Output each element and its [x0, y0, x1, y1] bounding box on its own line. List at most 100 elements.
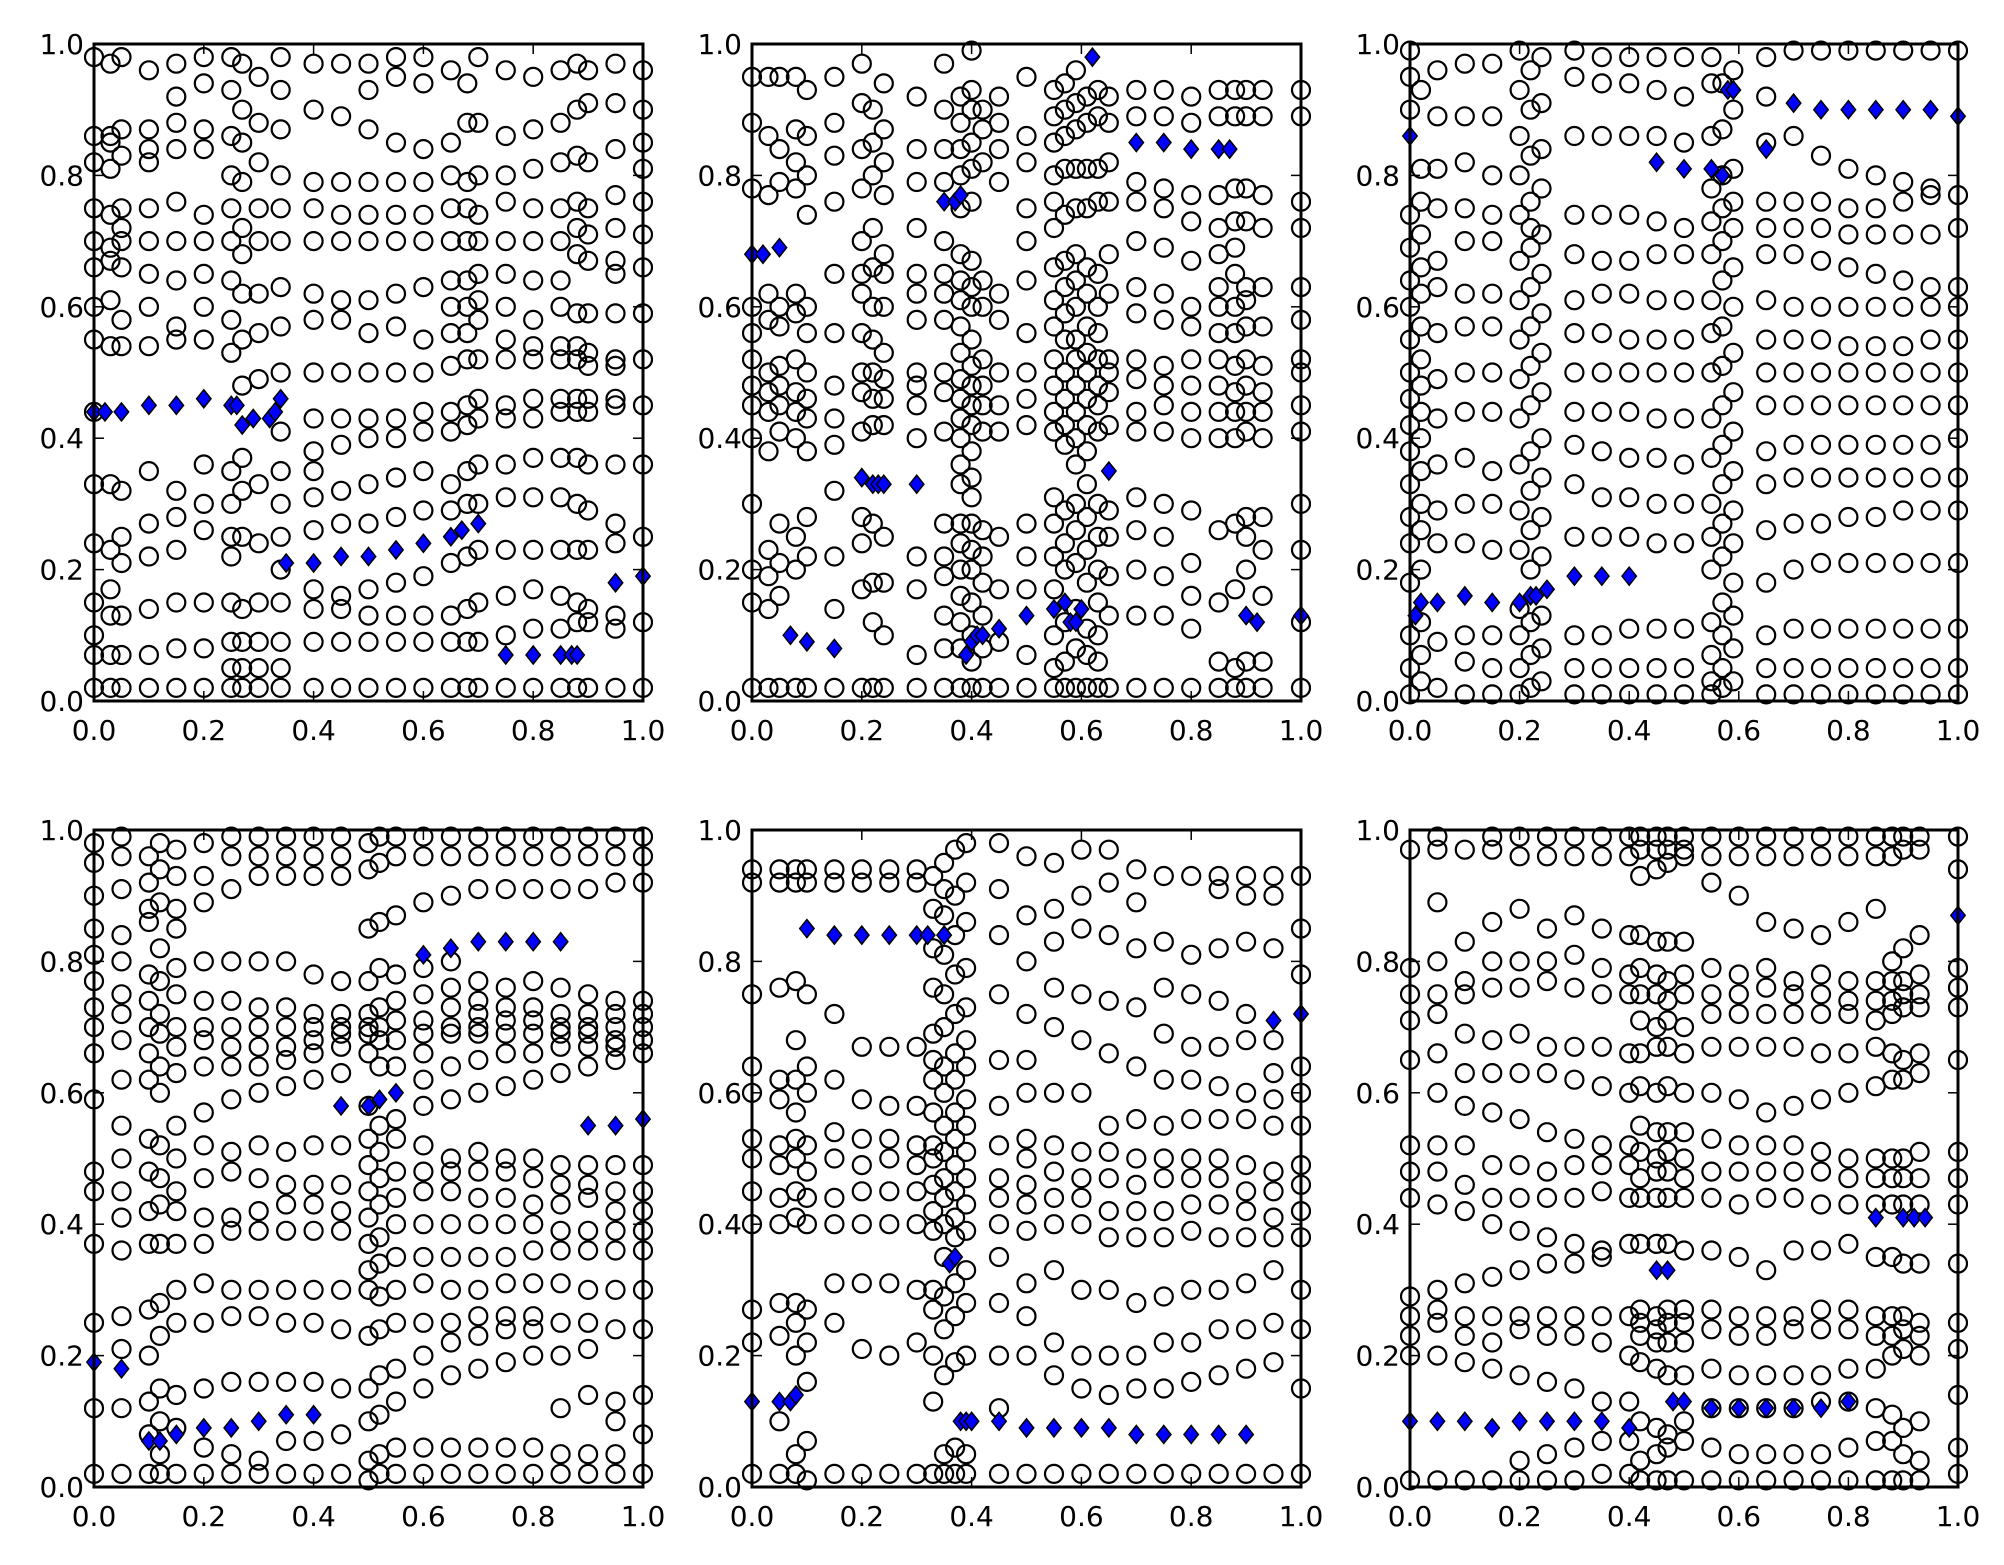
circle-point [331, 1174, 352, 1195]
circle-point [385, 1358, 407, 1379]
circle-point [1181, 865, 1202, 887]
circle-point [961, 467, 982, 488]
y-tick-label: 0.0 [697, 1471, 742, 1504]
circle-point [1865, 1325, 1886, 1347]
circle-point [1043, 106, 1065, 127]
diamond-point [1018, 605, 1035, 626]
circle-point [303, 1220, 324, 1241]
circle-point [1454, 1325, 1475, 1347]
circle-point [577, 454, 599, 475]
circle-point [577, 500, 599, 521]
circle-point [1619, 487, 1640, 508]
circle-point [824, 1148, 845, 1169]
circle-point [785, 303, 807, 324]
circle-point [1893, 618, 1914, 639]
circle-point [1043, 132, 1065, 153]
circle-point [1712, 270, 1733, 291]
circle-point [1646, 684, 1667, 705]
circle-point [1564, 1378, 1585, 1399]
circle-point [851, 859, 872, 880]
circle-point [385, 1246, 407, 1268]
circle-point [1181, 428, 1202, 449]
circle-point [523, 1273, 544, 1294]
circle-point [495, 1010, 516, 1031]
circle-point [193, 592, 214, 613]
circle-point [1646, 244, 1667, 265]
circle-point [1153, 1168, 1174, 1189]
circle-point [369, 1141, 390, 1163]
circle-point [1701, 1161, 1722, 1182]
circle-point [1838, 362, 1859, 383]
circle-point [1126, 349, 1147, 370]
circle-point [1838, 1148, 1859, 1169]
circle-point [248, 1200, 269, 1222]
circle-point [1701, 1187, 1722, 1209]
circle-point [1454, 1023, 1475, 1044]
circle-point [1482, 1030, 1503, 1051]
circle-point [605, 250, 626, 271]
circle-point [303, 1430, 324, 1452]
circle-point [303, 99, 324, 120]
circle-point [495, 1187, 516, 1209]
circle-point [1098, 1115, 1119, 1136]
diamond-point [1045, 598, 1063, 620]
circle-point [1263, 1089, 1284, 1110]
circle-point [1701, 447, 1722, 468]
circle-point [1043, 487, 1065, 508]
circle-point [1126, 171, 1147, 193]
circle-point [796, 362, 818, 383]
circle-point [221, 79, 242, 101]
diamond-point [1895, 1207, 1912, 1228]
circle-point [851, 1214, 872, 1235]
circle-point [605, 1154, 626, 1176]
circle-point [1520, 520, 1541, 541]
circle-point [1509, 1260, 1530, 1281]
circle-point [1153, 1023, 1174, 1044]
circle-point [566, 217, 588, 239]
circle-point [550, 1463, 571, 1485]
circle-point [270, 421, 291, 442]
circle-point [523, 66, 544, 88]
circle-point [276, 846, 297, 867]
circle-point [100, 158, 121, 179]
circle-point [1509, 539, 1530, 561]
circle-point [933, 1141, 955, 1163]
circle-point [1126, 1345, 1147, 1366]
circle-point [933, 139, 955, 160]
circle-point [1701, 1358, 1722, 1379]
circle-point [1756, 1102, 1777, 1123]
circle-point [523, 1010, 544, 1031]
circle-point [1712, 677, 1733, 699]
circle-point [824, 1187, 845, 1209]
circle-point [1893, 336, 1914, 357]
y-tick-label: 0.8 [1355, 945, 1400, 978]
circle-point [1509, 1306, 1530, 1327]
circle-point [1054, 362, 1076, 383]
circle-point [193, 638, 214, 659]
circle-point [1865, 1306, 1886, 1327]
circle-point [1591, 362, 1612, 383]
circle-point [331, 309, 352, 330]
circle-point [550, 1398, 571, 1419]
circle-point [1673, 1411, 1695, 1432]
circle-point [933, 1056, 955, 1077]
circle-point [605, 395, 626, 416]
circle-point [523, 388, 544, 409]
circle-point [1076, 388, 1098, 409]
circle-point [550, 388, 571, 409]
circle-point [1224, 657, 1246, 679]
circle-point [785, 1102, 807, 1123]
circle-point [457, 395, 478, 416]
circle-point [1536, 918, 1558, 939]
circle-point [1043, 257, 1065, 278]
circle-point [1646, 79, 1667, 101]
circle-point [769, 859, 790, 880]
circle-point [1427, 892, 1448, 913]
circle-point [111, 1003, 132, 1025]
circle-point [1909, 1411, 1930, 1432]
circle-point [358, 918, 379, 939]
circle-point [100, 53, 121, 74]
diamond-point [1922, 99, 1939, 120]
circle-point [1783, 362, 1804, 383]
circle-point [1701, 526, 1722, 547]
